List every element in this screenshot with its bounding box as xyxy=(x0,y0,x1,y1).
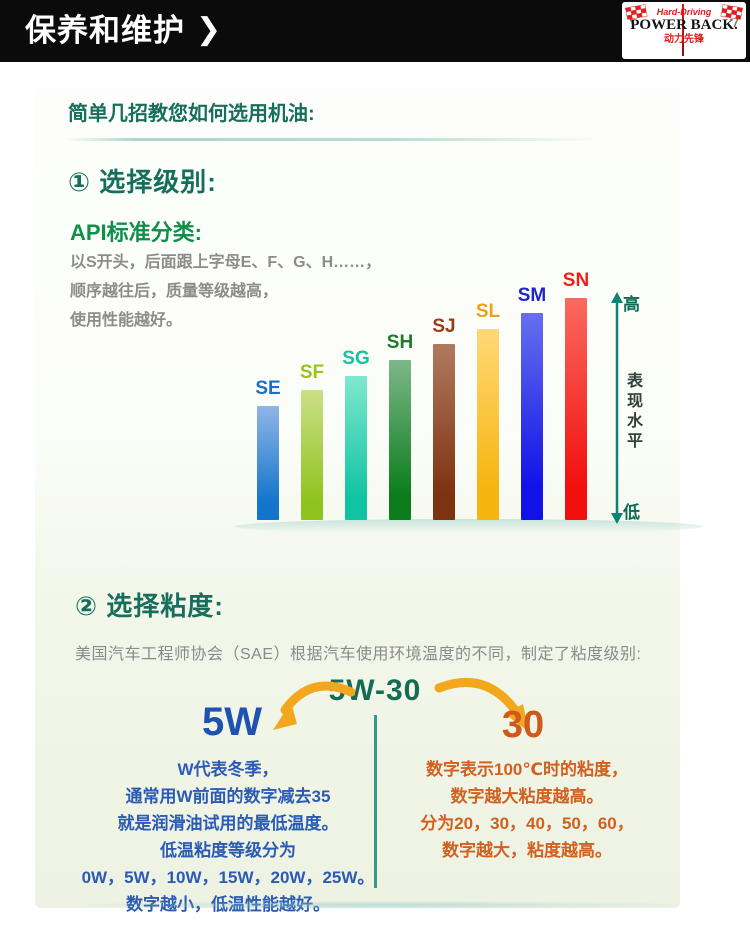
performance-axis-arrow-icon xyxy=(611,292,623,524)
bar-label-se: SE xyxy=(255,378,281,399)
bar-label-sm: SM xyxy=(517,285,547,306)
bar-sf xyxy=(301,390,323,520)
bar-label-sj: SJ xyxy=(432,316,456,337)
chevron-right-icon: ❯ xyxy=(196,13,222,46)
panel-bottom-shadow xyxy=(83,901,683,909)
curved-arrow-left-icon xyxy=(273,681,355,730)
bar-label-sn: SN xyxy=(562,270,590,291)
bar-sh xyxy=(389,360,411,520)
bar-label-sl: SL xyxy=(475,301,501,322)
bar-label-sg: SG xyxy=(342,348,370,369)
axis-high-label: 高 xyxy=(623,295,640,314)
oil-grade-bar-chart: 高 低 表现水平 SE SF SG SH SJ SL SM SN xyxy=(35,88,703,908)
bar-label-sf: SF xyxy=(299,362,325,383)
intro-title: 简单几招教您如何选用机油: xyxy=(68,103,315,125)
checkered-flag-icon xyxy=(624,4,648,28)
sae-description: 美国汽车工程师协会（SAE）根据汽车使用环境温度的不同，制定了粘度级别: xyxy=(75,646,642,663)
logo-brand-text: POWER BACK. xyxy=(630,17,738,33)
logo-chinese-name: 动力先锋 xyxy=(664,34,704,45)
bar-sn xyxy=(565,298,587,520)
bar-sl xyxy=(477,329,499,520)
api-classification-title: API标准分类: xyxy=(70,220,203,245)
bar-se xyxy=(257,406,279,520)
hot-grade-description: 数字表示100℃时的粘度， 数字越大粘度越高。 分为20，30，40，50，60，数… xyxy=(420,760,634,860)
curved-arrow-right-icon xyxy=(434,677,529,732)
axis-low-label: 低 xyxy=(623,503,640,522)
axis-performance-label: 表现水平 xyxy=(624,372,641,452)
api-description-text: 以S开头，后面跟上字母E、F、G、H……， 顺序越往后，质量等级越高， 使用性能越好… xyxy=(70,254,382,329)
bar-sm xyxy=(521,313,543,520)
bar-label-sh: SH xyxy=(386,332,414,353)
winter-grade-title: 5W xyxy=(202,700,262,744)
column-divider-line xyxy=(374,715,377,888)
logo-tagline: Hard-Driving xyxy=(656,7,712,17)
sword-icon xyxy=(682,4,684,56)
chart-floor-shadow xyxy=(235,519,703,534)
section1-heading: ① 选择级别: xyxy=(68,167,217,197)
checkered-flag-icon xyxy=(720,4,744,28)
winter-grade-description: W代表冬季， 通常用W前面的数字减去35 就是润滑油试用的最低温度。 低温粘度等级分为… xyxy=(81,760,375,914)
brand-logo: Hard-Driving POWER BACK. 动力先锋 xyxy=(622,2,746,59)
section2-heading: ② 选择粘度: xyxy=(75,591,224,621)
page-title: 保养和维护 xyxy=(25,13,185,48)
header-bar: 保养和维护 ❯ Hard-Driving POW xyxy=(0,0,750,62)
bar-sj xyxy=(433,344,455,520)
hot-grade-title: 30 xyxy=(501,704,545,746)
divider-line xyxy=(63,138,655,141)
content-panel: 简单几招教您如何选用机油: ① 选择级别: API标准分类: 以S开头，后面跟上… xyxy=(35,88,703,914)
bar-sg xyxy=(345,376,367,520)
